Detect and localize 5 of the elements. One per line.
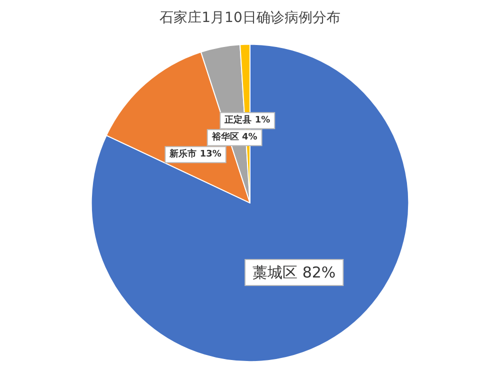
slice-label: 新乐市 13% <box>168 148 222 160</box>
slice-label: 正定县 1% <box>224 114 270 126</box>
chart-title: 石家庄1月10日确诊病例分布 <box>160 10 340 26</box>
slice-label: 藁城区 82% <box>252 263 336 282</box>
slice-label: 裕华区 4% <box>210 132 258 143</box>
